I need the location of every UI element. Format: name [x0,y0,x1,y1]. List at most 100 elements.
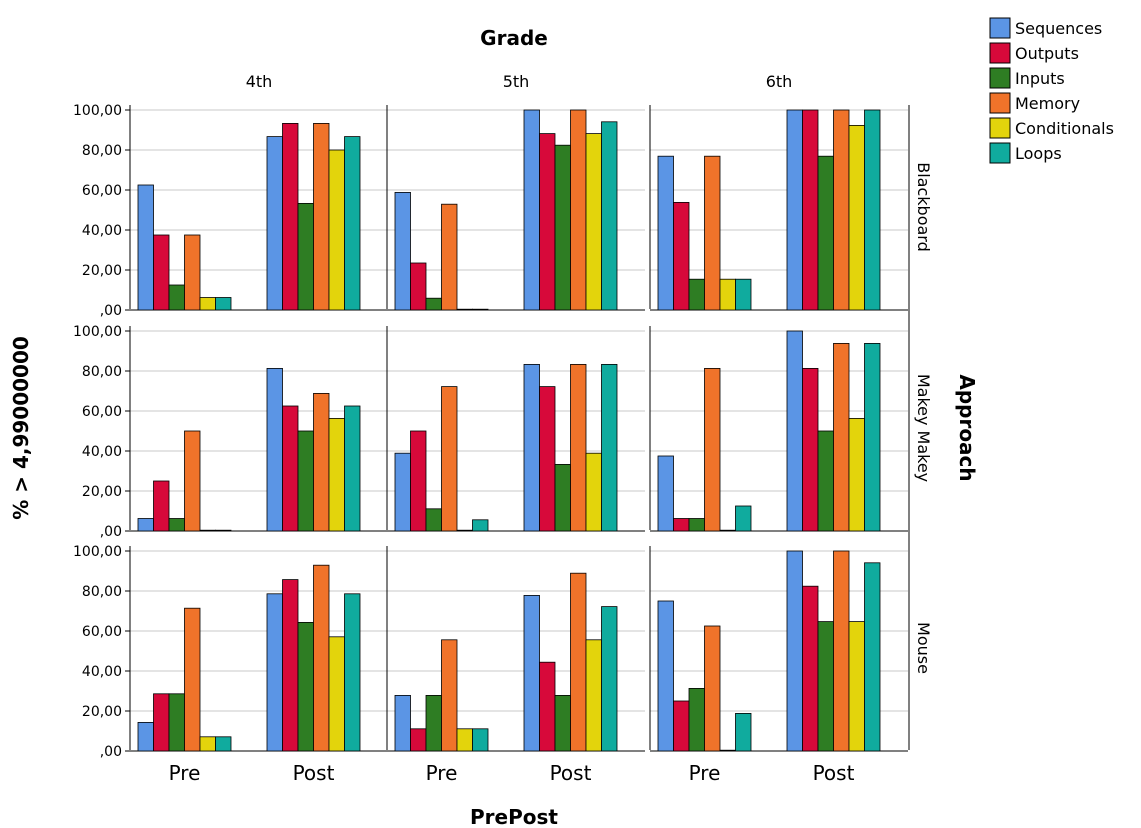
bar-conditionals-post [328,636,345,752]
y-tick-label: 60,00 [82,624,122,640]
legend-swatch [989,17,1011,39]
x-tick-label-pre: Pre [426,761,458,785]
bar-outputs-pre [673,518,690,532]
bar-conditionals-pre [719,529,736,532]
legend-label: Memory [1015,94,1080,113]
row-label-makey-makey: Makey Makey [914,374,933,482]
bar-inputs-post [554,463,571,532]
bar-conditionals-post [328,417,345,532]
legend-label: Conditionals [1015,119,1114,138]
bar-loops-post [601,606,618,752]
y-tick-label: 40,00 [82,444,122,460]
legend-label: Inputs [1015,69,1065,88]
bar-sequences-post [266,136,283,311]
bar-loops-post [864,562,881,752]
bar-inputs-post [817,621,834,752]
bar-memory-post [833,109,850,311]
x-tick-label-pre: Pre [169,761,201,785]
bar-memory-post [570,572,587,752]
bar-sequences-pre [394,452,411,532]
bar-sequences-post [523,109,540,311]
bar-memory-post [313,392,330,532]
bar-sequences-post [523,595,540,752]
bar-outputs-post [539,133,556,311]
y-tick-label: 100,00 [73,544,122,560]
bar-sequences-pre [657,455,674,532]
column-label-4th: 4th [246,72,273,91]
y-tick-label: 20,00 [82,704,122,720]
bar-loops-post [344,593,361,752]
bar-loops-pre [215,297,232,311]
bar-inputs-pre [425,508,442,532]
bars-blackboard-6th [657,109,881,311]
bar-sequences-pre [137,518,154,532]
bar-conditionals-pre [199,297,216,311]
bar-conditionals-pre [456,308,473,311]
bar-sequences-post [523,363,540,532]
bar-memory-pre [441,386,458,532]
bar-sequences-post [786,109,803,311]
bar-outputs-pre [673,700,690,752]
bar-sequences-post [786,330,803,532]
legend-swatch [989,92,1011,114]
bar-outputs-pre [410,430,427,532]
column-panel-title: Grade [480,26,548,50]
bar-inputs-pre [168,518,185,532]
row-label-mouse: Mouse [914,622,933,674]
bar-inputs-post [554,144,571,311]
legend-item-inputs: Inputs [989,67,1065,89]
chart-panels [129,105,910,752]
bar-loops-post [864,109,881,311]
bar-sequences-pre [394,191,411,311]
x-tick-label-post: Post [293,761,335,785]
bar-conditionals-post [585,452,602,532]
bar-loops-pre [472,519,489,532]
legend-item-outputs: Outputs [989,42,1079,64]
bar-inputs-post [817,155,834,311]
bar-inputs-post [297,202,314,311]
bar-outputs-pre [153,234,170,311]
y-tick-label: 20,00 [82,484,122,500]
bar-sequences-pre [394,695,411,752]
column-label-5th: 5th [503,72,530,91]
bar-conditionals-post [848,621,865,752]
bar-outputs-post [282,123,299,311]
bar-inputs-pre [688,278,705,311]
bar-memory-post [833,550,850,752]
y-tick-label: 100,00 [73,324,122,340]
bar-memory-pre [704,625,721,752]
bar-inputs-pre [688,518,705,532]
bar-loops-pre [215,529,232,532]
bar-memory-post [313,564,330,752]
bar-memory-pre [441,639,458,752]
bar-loops-pre [472,728,489,752]
bar-loops-pre [215,736,232,752]
bar-conditionals-post [848,125,865,311]
x-tick-label-post: Post [813,761,855,785]
row-panel-title: Approach [955,374,979,481]
bar-memory-post [570,109,587,311]
x-tick-label-post: Post [550,761,592,785]
bars-blackboard-4th [137,123,361,311]
column-label-6th: 6th [766,72,793,91]
bar-inputs-pre [168,284,185,311]
y-tick-label: 80,00 [82,584,122,600]
legend-label: Loops [1015,144,1062,163]
bar-outputs-post [539,661,556,752]
bar-conditionals-pre [199,736,216,752]
y-tick-label: 40,00 [82,664,122,680]
bar-conditionals-pre [719,749,736,752]
bar-outputs-pre [410,262,427,311]
bar-conditionals-post [328,149,345,311]
y-tick-label: ,00 [100,303,122,319]
bar-loops-post [344,405,361,532]
bar-outputs-post [802,367,819,532]
legend-item-sequences: Sequences [989,17,1102,39]
bar-memory-post [313,123,330,311]
bar-memory-pre [184,234,201,311]
bar-conditionals-pre [456,529,473,532]
bars-mouse-4th [137,564,361,752]
bar-outputs-pre [153,693,170,752]
bar-loops-post [864,342,881,532]
legend-swatch [989,67,1011,89]
